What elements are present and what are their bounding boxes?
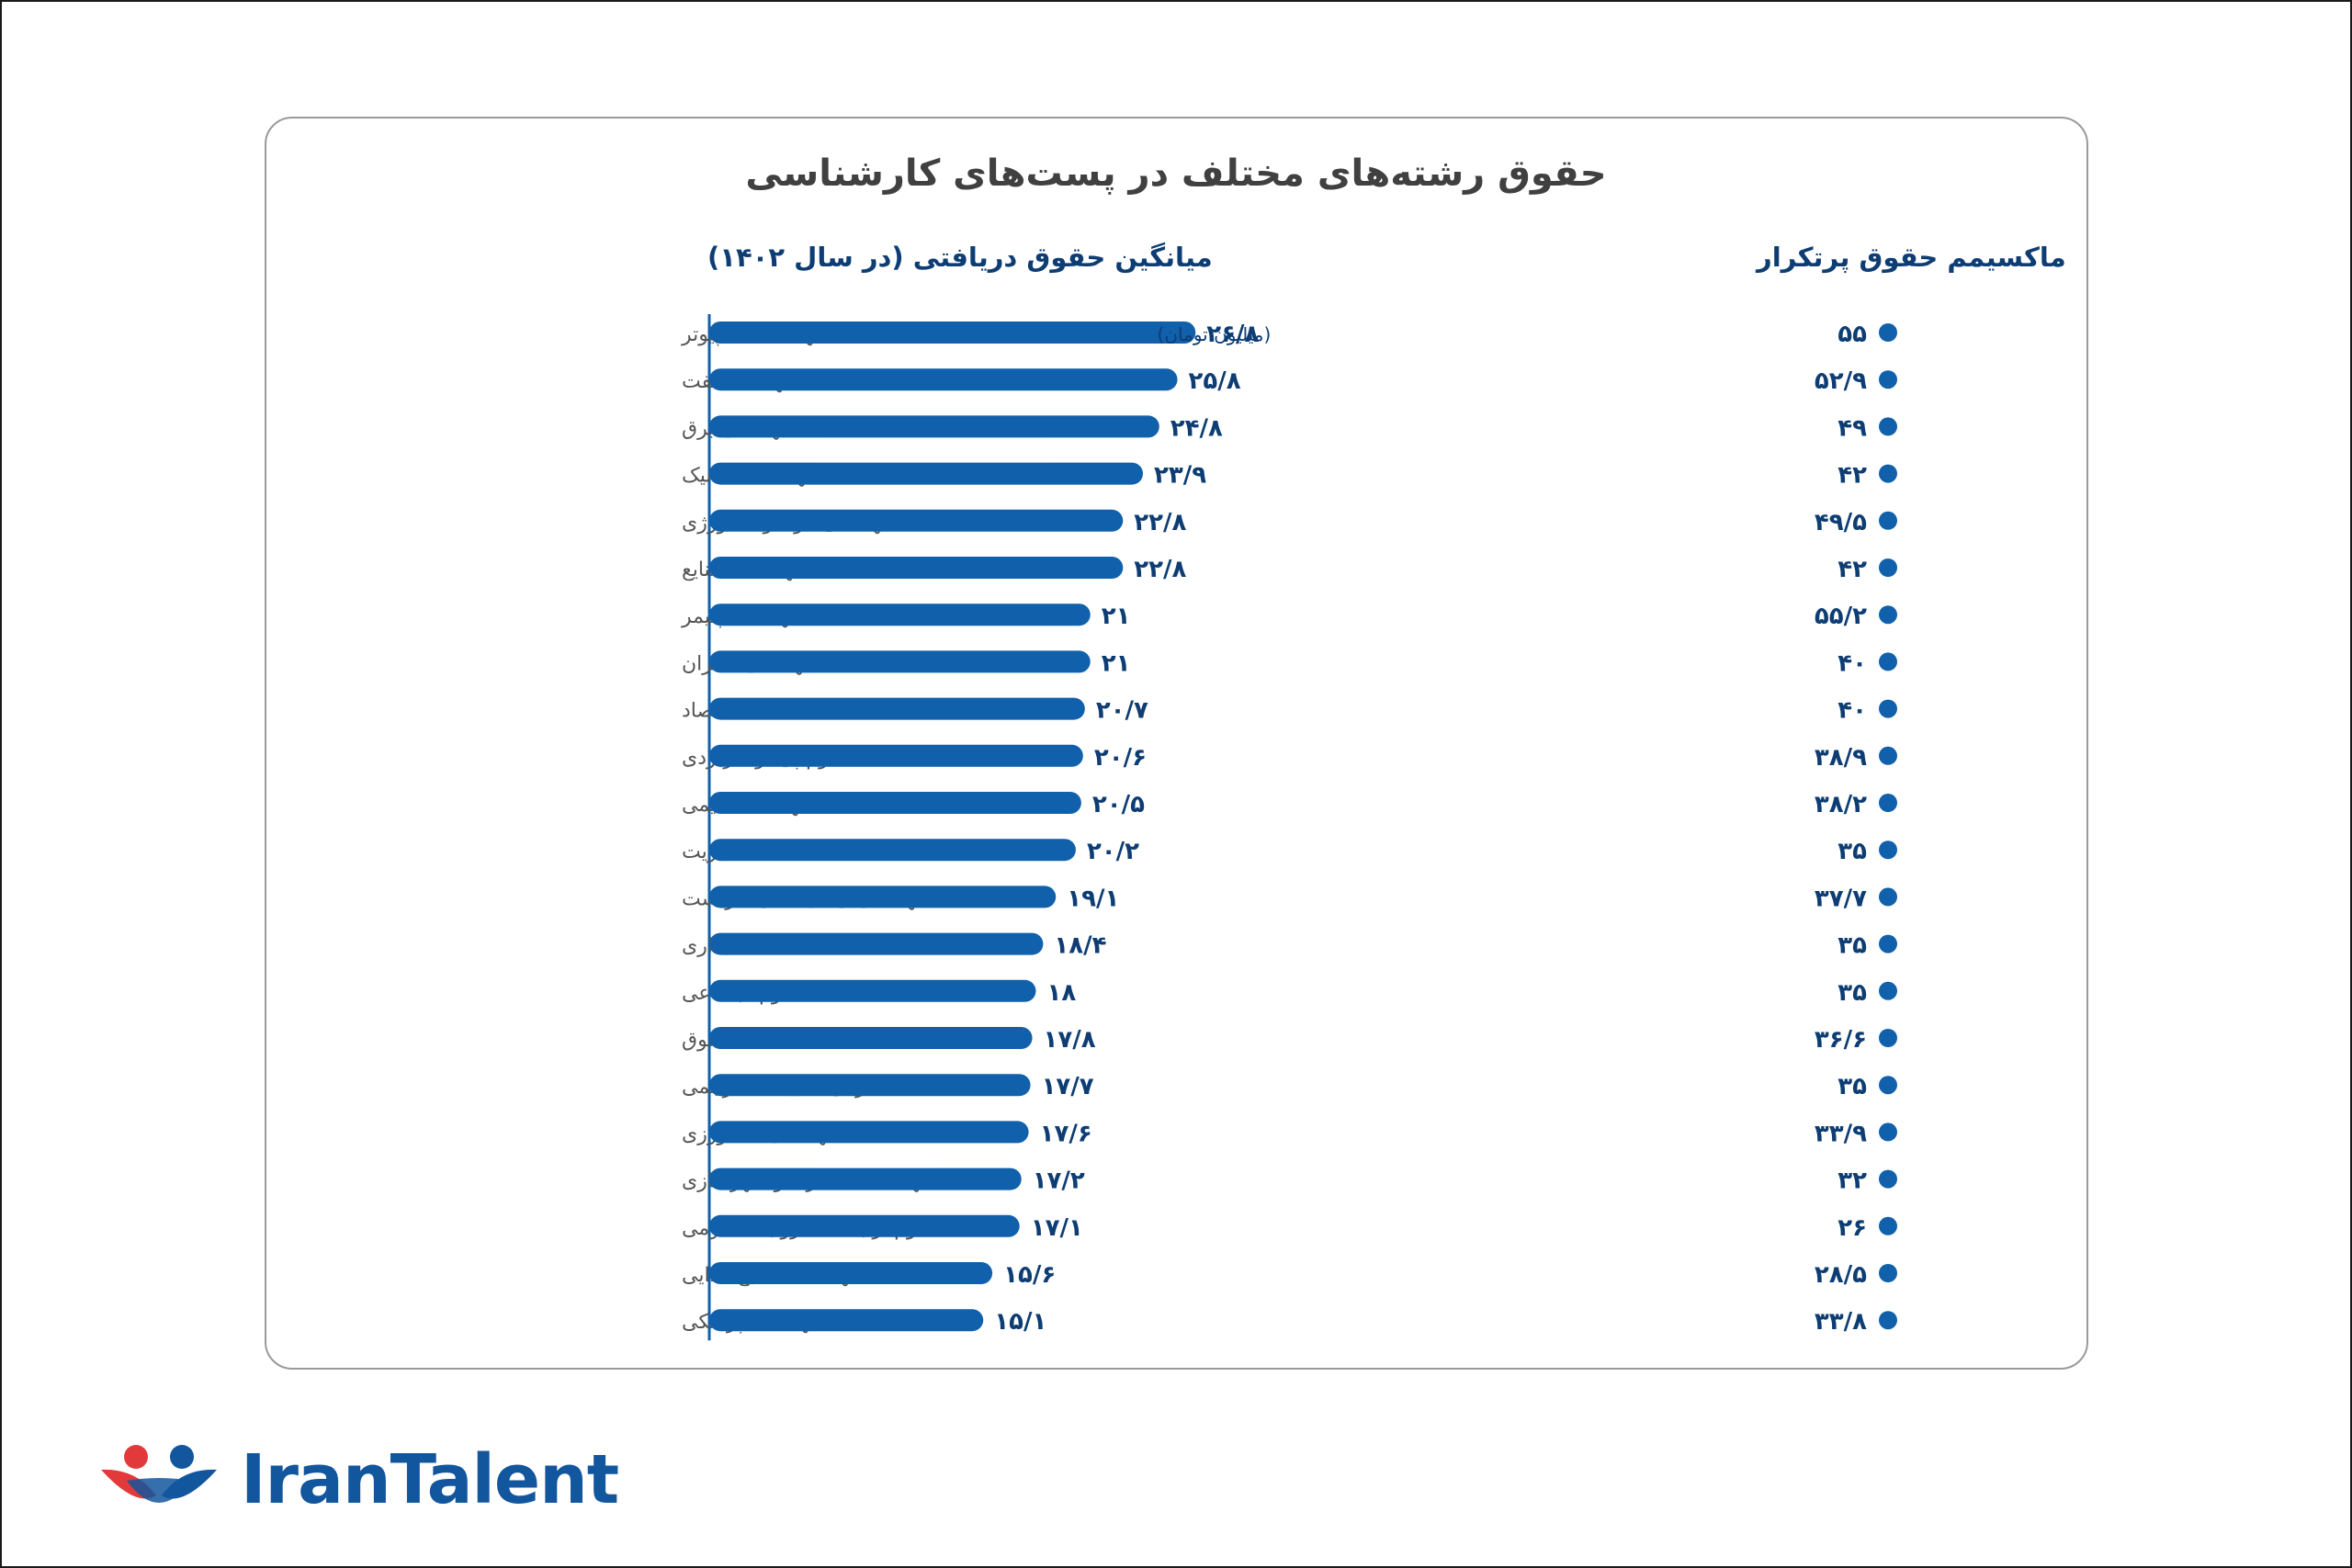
- avg-value-label: ۱۷/۸: [1044, 1026, 1096, 1054]
- max-dot: [1879, 840, 1897, 860]
- avg-value-label: ۱۹/۱: [1067, 885, 1119, 912]
- avg-value-label: ۲۰/۵: [1092, 791, 1145, 818]
- max-dot: [1879, 323, 1897, 342]
- max-value-label: ۵۲/۹: [1815, 367, 1867, 395]
- max-dot: [1879, 605, 1897, 625]
- avg-value-label: ۱۷/۱: [1031, 1214, 1083, 1242]
- max-dot: [1879, 1264, 1897, 1282]
- max-dot: [1879, 1122, 1897, 1142]
- avg-value-label: ۲۵/۸: [1189, 367, 1241, 395]
- max-value-label: ۴۰: [1838, 697, 1867, 725]
- max-value-label: ۳۸/۲: [1815, 791, 1867, 818]
- avg-bar: [709, 839, 1076, 862]
- max-value-label: ۳۵: [1838, 979, 1867, 1007]
- max-value-label: ۳۶/۶: [1815, 1026, 1867, 1054]
- max-value-label: ۳۳/۹: [1815, 1120, 1867, 1147]
- max-dot: [1879, 746, 1897, 765]
- max-value-label: ۳۷/۷: [1815, 885, 1867, 912]
- avg-bar: [709, 1074, 1031, 1097]
- avg-bar: [709, 932, 1044, 955]
- max-value-label: ۲۶: [1838, 1214, 1867, 1242]
- avg-value-label: ۲۲/۸: [1134, 509, 1186, 536]
- max-dot: [1879, 1216, 1897, 1235]
- avg-value-label: ۲۰/۶: [1094, 744, 1147, 772]
- avg-bar: [709, 1121, 1029, 1144]
- avg-value-label: ۱۵/۶: [1003, 1261, 1056, 1289]
- avg-value-label: ۱۷/۲: [1033, 1168, 1085, 1195]
- avg-bar: [709, 462, 1144, 485]
- max-value-label: ۳۲: [1838, 1168, 1867, 1195]
- avg-bar: [709, 368, 1178, 391]
- max-value-label: ۵۵: [1838, 321, 1867, 348]
- avg-salary-header: میانگین حقوق دریافتی (در سال ۱۴۰۲): [707, 242, 1213, 273]
- avg-bar: [709, 1027, 1033, 1049]
- avg-bar: [709, 1262, 993, 1284]
- max-value-label: ۳۵: [1838, 932, 1867, 960]
- max-value-label: ۳۳/۸: [1815, 1308, 1867, 1336]
- avg-value-label: ۱۵/۱: [994, 1308, 1046, 1336]
- max-value-label: ۴۰: [1838, 649, 1867, 677]
- max-value-label: ۴۲: [1838, 462, 1867, 490]
- avg-value-label: ۲۳/۹: [1154, 462, 1206, 490]
- max-dot: [1879, 887, 1897, 907]
- max-salary-header: ماکسیمم حقوق پرتکرار: [1757, 242, 2066, 273]
- avg-value-label: ۲۰/۷: [1096, 697, 1148, 725]
- max-dot: [1879, 464, 1897, 483]
- irantalent-logo-icon: [101, 1445, 217, 1503]
- avg-bar: [709, 557, 1124, 579]
- avg-bar: [709, 415, 1159, 438]
- avg-value-label: ۲۰/۲: [1087, 838, 1139, 865]
- unit-note: (میلیون تومان): [1158, 323, 1272, 345]
- max-dot: [1879, 934, 1897, 953]
- avg-bar: [709, 1168, 1022, 1190]
- max-dot: [1879, 981, 1897, 1000]
- avg-bar: [709, 886, 1057, 908]
- max-dot: [1879, 1169, 1897, 1189]
- max-value-label: ۳۵: [1838, 1073, 1867, 1100]
- avg-bar: [709, 1309, 984, 1332]
- avg-bar: [709, 650, 1091, 673]
- max-dot: [1879, 794, 1897, 812]
- max-dot: [1879, 370, 1897, 389]
- avg-value-label: ۱۸: [1047, 979, 1077, 1007]
- max-value-label: ۳۵: [1838, 838, 1867, 865]
- max-dot: [1879, 652, 1897, 671]
- avg-bar: [709, 979, 1036, 1002]
- avg-bar: [709, 697, 1085, 720]
- max-value-label: ۴۹/۵: [1815, 509, 1867, 536]
- avg-bar: [709, 792, 1081, 814]
- avg-bar: [709, 604, 1091, 626]
- avg-value-label: ۲۲/۸: [1134, 556, 1186, 583]
- avg-bar: [709, 1214, 1020, 1237]
- avg-value-label: ۱۷/۶: [1040, 1120, 1092, 1147]
- max-value-label: ۳۸/۹: [1815, 744, 1867, 772]
- max-value-label: ۴۹: [1838, 414, 1867, 442]
- max-dot: [1879, 1311, 1897, 1330]
- max-value-label: ۲۸/۵: [1815, 1261, 1867, 1289]
- avg-bar: [709, 321, 1196, 344]
- avg-bar: [709, 509, 1124, 532]
- max-dot: [1879, 699, 1897, 718]
- max-dot: [1879, 558, 1897, 577]
- avg-value-label: ۱۷/۷: [1042, 1073, 1094, 1100]
- max-dot: [1879, 511, 1897, 530]
- avg-value-label: ۲۴/۸: [1170, 414, 1223, 442]
- avg-value-label: ۲۱: [1102, 603, 1131, 630]
- max-dot: [1879, 417, 1897, 436]
- max-dot: [1879, 1029, 1897, 1047]
- max-dot: [1879, 1076, 1897, 1095]
- avg-bar: [709, 744, 1083, 767]
- max-value-label: ۵۵/۲: [1815, 603, 1867, 630]
- max-value-label: ۴۲: [1838, 556, 1867, 583]
- chart-title: حقوق رشته‌های مختلف در پست‌های کارشناسی: [745, 152, 1607, 195]
- brand-name: IranTalent: [241, 1440, 619, 1519]
- avg-value-label: ۲۶/۸: [1206, 321, 1259, 348]
- avg-value-label: ۲۱: [1102, 649, 1131, 677]
- avg-value-label: ۱۸/۴: [1054, 932, 1106, 960]
